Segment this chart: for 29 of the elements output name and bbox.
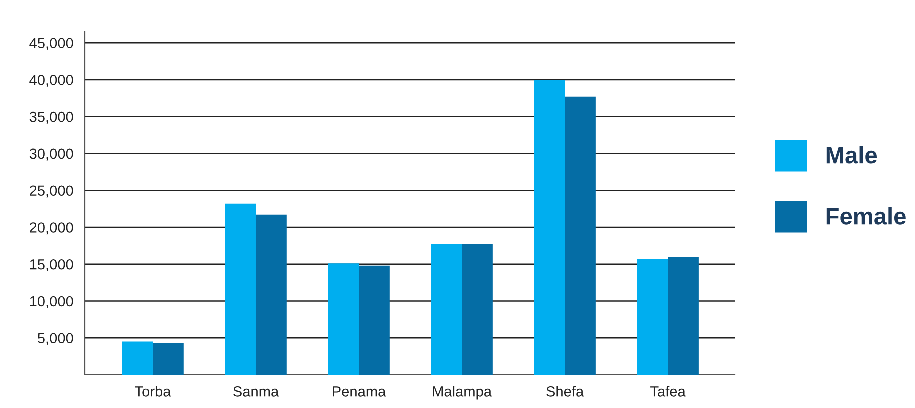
bar: [534, 80, 566, 375]
x-tick-label: Sanma: [234, 386, 280, 397]
y-tick-label: 45,000: [30, 38, 74, 50]
bar: [359, 266, 390, 375]
y-tick-label: 20,000: [30, 222, 74, 235]
bar: [122, 342, 153, 375]
legend-label: Male: [826, 146, 878, 164]
x-tick-label: Tafea: [650, 386, 686, 397]
x-tick-label: Torba: [135, 386, 172, 397]
y-tick-label: 40,000: [30, 75, 74, 88]
bar: [668, 256, 699, 375]
x-tick-label: Shefa: [546, 386, 584, 397]
bar: [462, 244, 493, 375]
bar: [637, 259, 668, 375]
bar: [225, 204, 256, 375]
y-tick-label: 5,000: [38, 333, 74, 346]
bar: [152, 343, 184, 375]
x-tick-label: Penama: [333, 386, 386, 397]
y-tick-label: 30,000: [30, 148, 74, 161]
y-tick-label: 10,000: [30, 296, 74, 308]
legend-label: Female: [826, 207, 906, 225]
y-tick-label: 35,000: [30, 112, 74, 124]
bar: [431, 244, 462, 375]
y-tick-label: 25,000: [30, 186, 74, 198]
x-tick-label: Malampa: [433, 386, 492, 400]
bar: [256, 214, 287, 375]
y-tick-label: 15,000: [30, 259, 74, 272]
bar: [565, 96, 596, 375]
bar: [328, 264, 360, 375]
